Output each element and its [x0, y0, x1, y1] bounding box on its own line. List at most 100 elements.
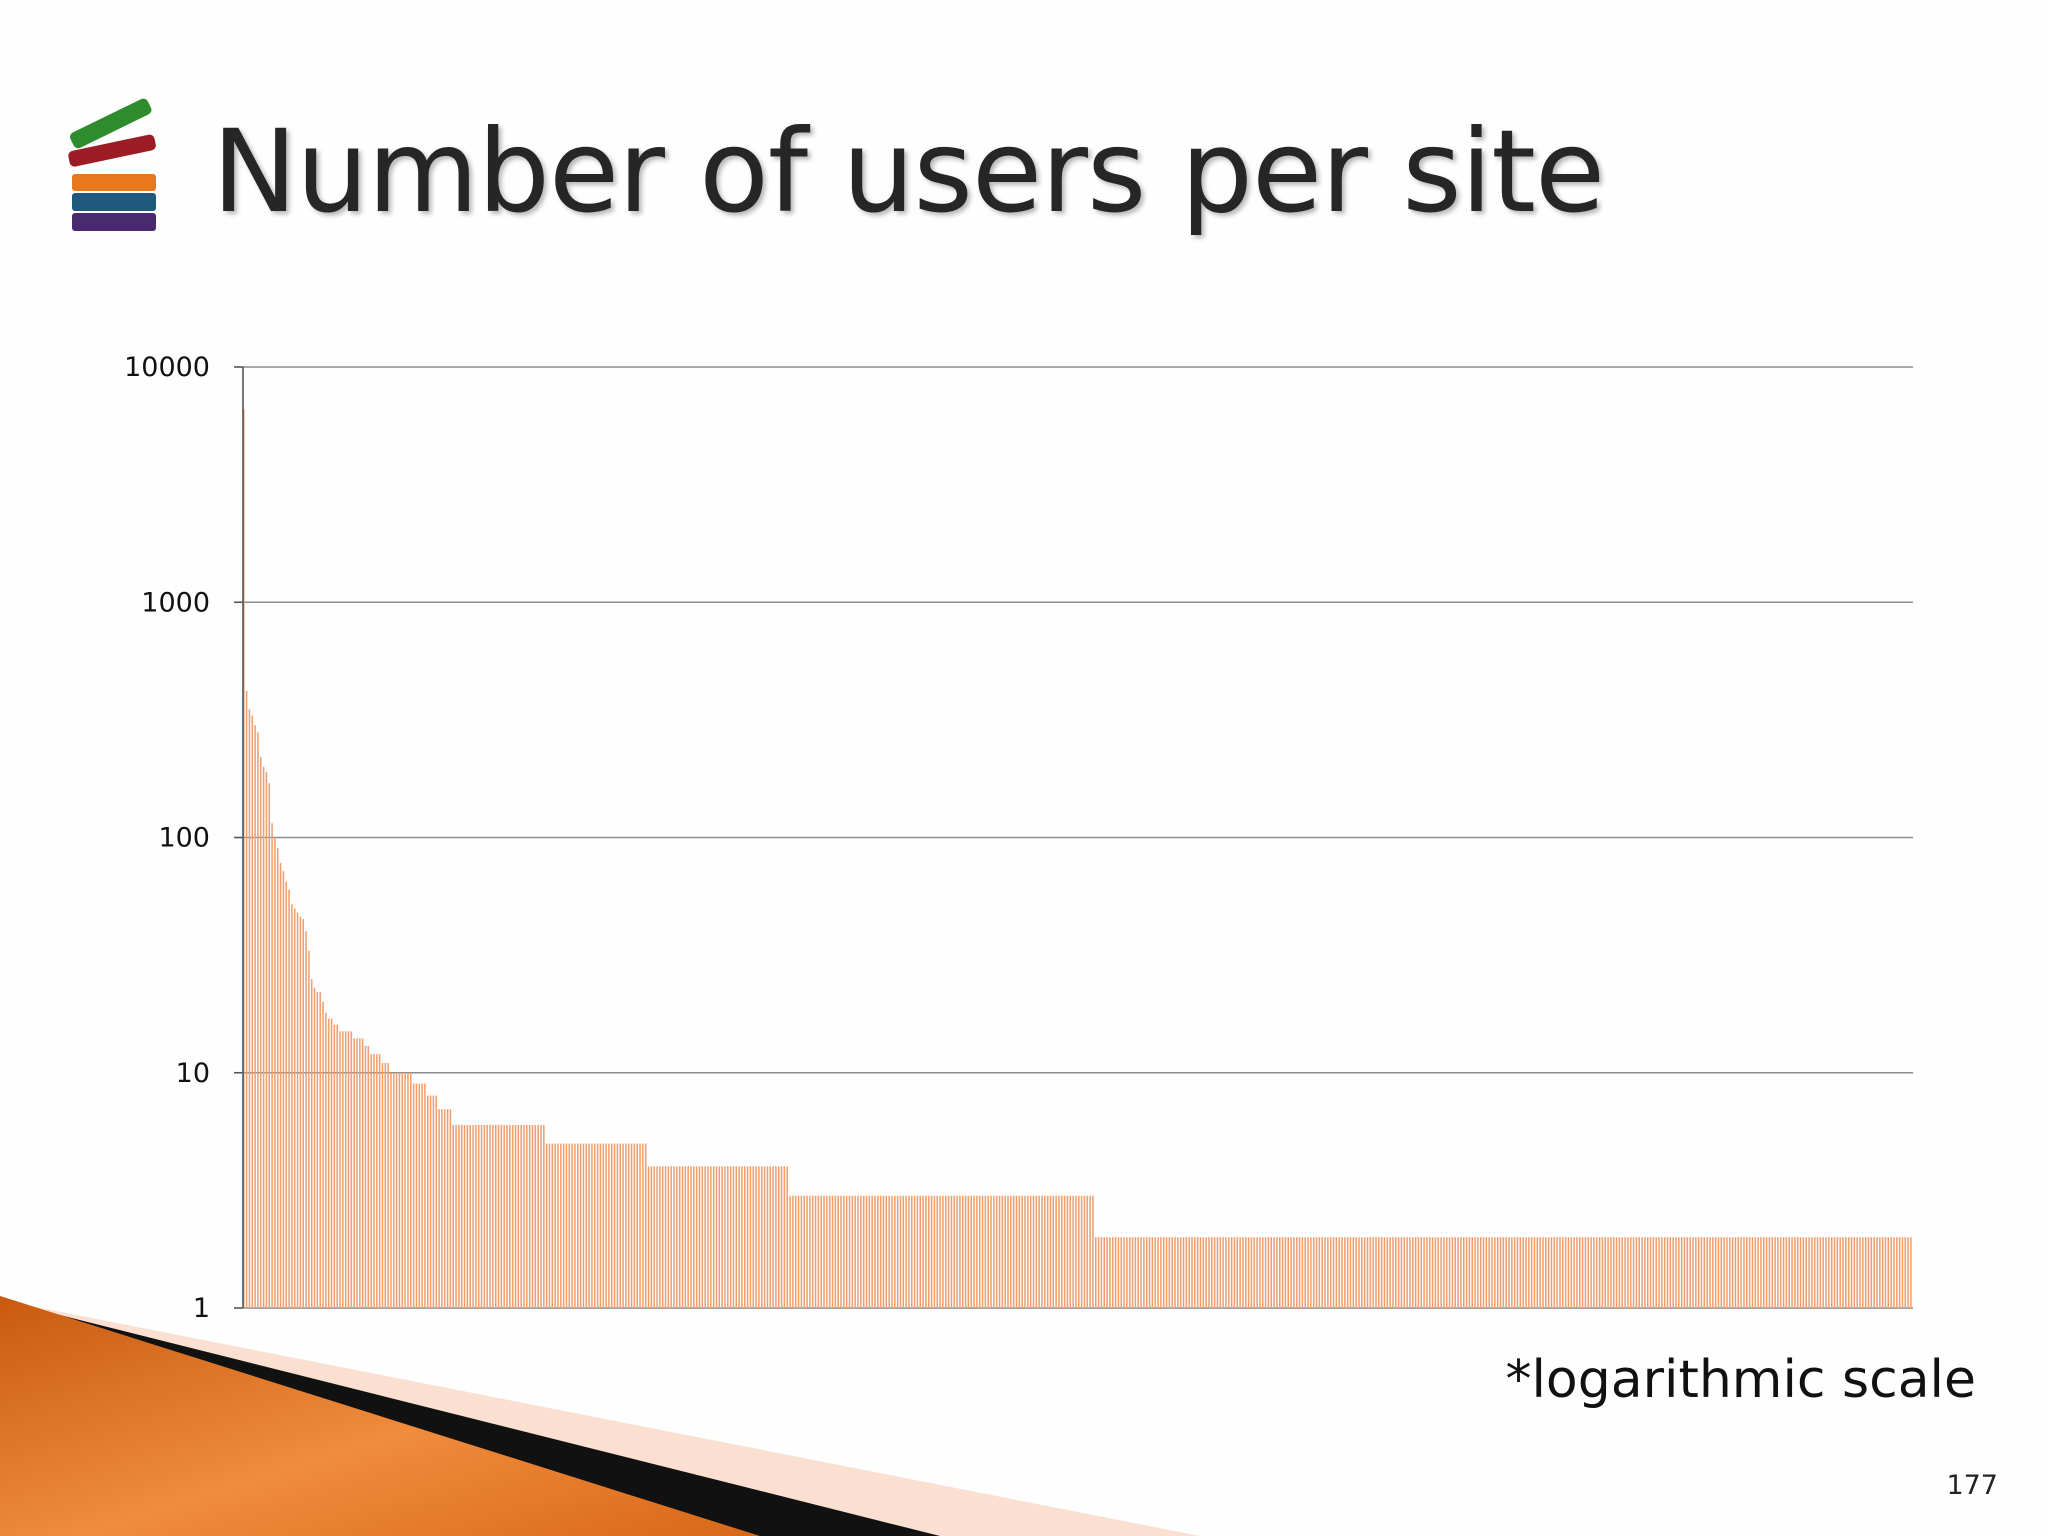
bar — [441, 1109, 443, 1308]
bar — [973, 1195, 975, 1308]
bar — [605, 1143, 607, 1308]
bar — [772, 1166, 774, 1308]
bar — [1621, 1237, 1624, 1308]
bar — [477, 1124, 480, 1308]
bar — [1771, 1237, 1774, 1308]
bar — [1086, 1195, 1089, 1308]
bar — [1748, 1237, 1751, 1308]
bar — [905, 1195, 907, 1308]
bar — [650, 1166, 653, 1308]
bar — [729, 1166, 732, 1308]
bar — [1134, 1237, 1137, 1308]
bar — [1423, 1237, 1425, 1308]
bar — [956, 1195, 958, 1308]
bar — [1539, 1237, 1541, 1308]
bar — [503, 1124, 505, 1308]
bar — [1782, 1237, 1785, 1308]
bar — [879, 1195, 882, 1308]
bars — [243, 409, 1912, 1309]
bar — [455, 1124, 457, 1308]
bar — [322, 1001, 324, 1308]
bar — [262, 766, 265, 1308]
bar — [1278, 1237, 1281, 1308]
bar — [1355, 1237, 1357, 1308]
bar — [1729, 1237, 1731, 1308]
bar — [1395, 1237, 1397, 1308]
bar — [899, 1195, 902, 1308]
bar — [1038, 1195, 1040, 1308]
bar — [310, 979, 313, 1308]
bar — [1352, 1237, 1355, 1308]
bar — [384, 1063, 387, 1308]
bar — [557, 1143, 559, 1308]
bar — [1765, 1237, 1768, 1308]
bar — [1188, 1237, 1190, 1308]
bar — [381, 1063, 384, 1308]
bar — [327, 1018, 330, 1308]
bar — [661, 1166, 664, 1308]
bar — [1907, 1237, 1909, 1308]
bar — [1162, 1237, 1165, 1308]
bar — [1380, 1237, 1383, 1308]
bar — [1434, 1237, 1437, 1308]
bar — [1346, 1237, 1349, 1308]
bar — [1111, 1237, 1114, 1308]
bar — [577, 1143, 579, 1308]
bar — [1777, 1237, 1779, 1308]
bar — [1369, 1237, 1372, 1308]
bar — [758, 1166, 760, 1308]
bar — [291, 904, 293, 1308]
bar — [1890, 1237, 1892, 1308]
bar — [1700, 1237, 1703, 1308]
bar — [1069, 1195, 1072, 1308]
bar — [636, 1143, 638, 1308]
bar — [998, 1195, 1001, 1308]
bar — [395, 1072, 398, 1308]
bar — [1372, 1237, 1374, 1308]
bar — [472, 1124, 474, 1308]
bar — [438, 1109, 440, 1308]
bar — [1774, 1237, 1776, 1308]
bar — [469, 1124, 471, 1308]
bar — [1570, 1237, 1573, 1308]
bar — [1499, 1237, 1502, 1308]
bar — [783, 1166, 786, 1308]
bar — [613, 1143, 616, 1308]
bar — [1813, 1237, 1816, 1308]
bar — [1678, 1237, 1680, 1308]
bar — [1157, 1237, 1159, 1308]
bar — [531, 1124, 534, 1308]
bar — [1012, 1195, 1015, 1308]
bar — [1015, 1195, 1018, 1308]
bar — [1349, 1237, 1352, 1308]
bar — [1171, 1237, 1173, 1308]
bar — [364, 1045, 367, 1308]
bar — [359, 1038, 361, 1308]
bar — [1128, 1237, 1131, 1308]
bar — [1445, 1237, 1448, 1308]
bar — [1550, 1237, 1553, 1308]
bar — [1505, 1237, 1507, 1308]
bar — [1160, 1237, 1162, 1308]
bar — [1344, 1237, 1346, 1308]
bar — [452, 1124, 455, 1308]
bar — [443, 1109, 446, 1308]
bar — [378, 1054, 381, 1308]
bar — [1564, 1237, 1567, 1308]
bar — [1428, 1237, 1431, 1308]
bar — [319, 992, 321, 1308]
bar — [1627, 1237, 1629, 1308]
bar — [712, 1166, 715, 1308]
bar — [814, 1195, 817, 1308]
bar — [1460, 1237, 1462, 1308]
bar — [1884, 1237, 1887, 1308]
bar — [1791, 1237, 1793, 1308]
bar — [574, 1143, 576, 1308]
bar — [579, 1143, 582, 1308]
bar — [1482, 1237, 1485, 1308]
bar — [568, 1143, 571, 1308]
bar — [760, 1166, 763, 1308]
bar — [1610, 1237, 1612, 1308]
bar — [1109, 1237, 1111, 1308]
slide-title: Number of users per site — [212, 105, 1605, 238]
